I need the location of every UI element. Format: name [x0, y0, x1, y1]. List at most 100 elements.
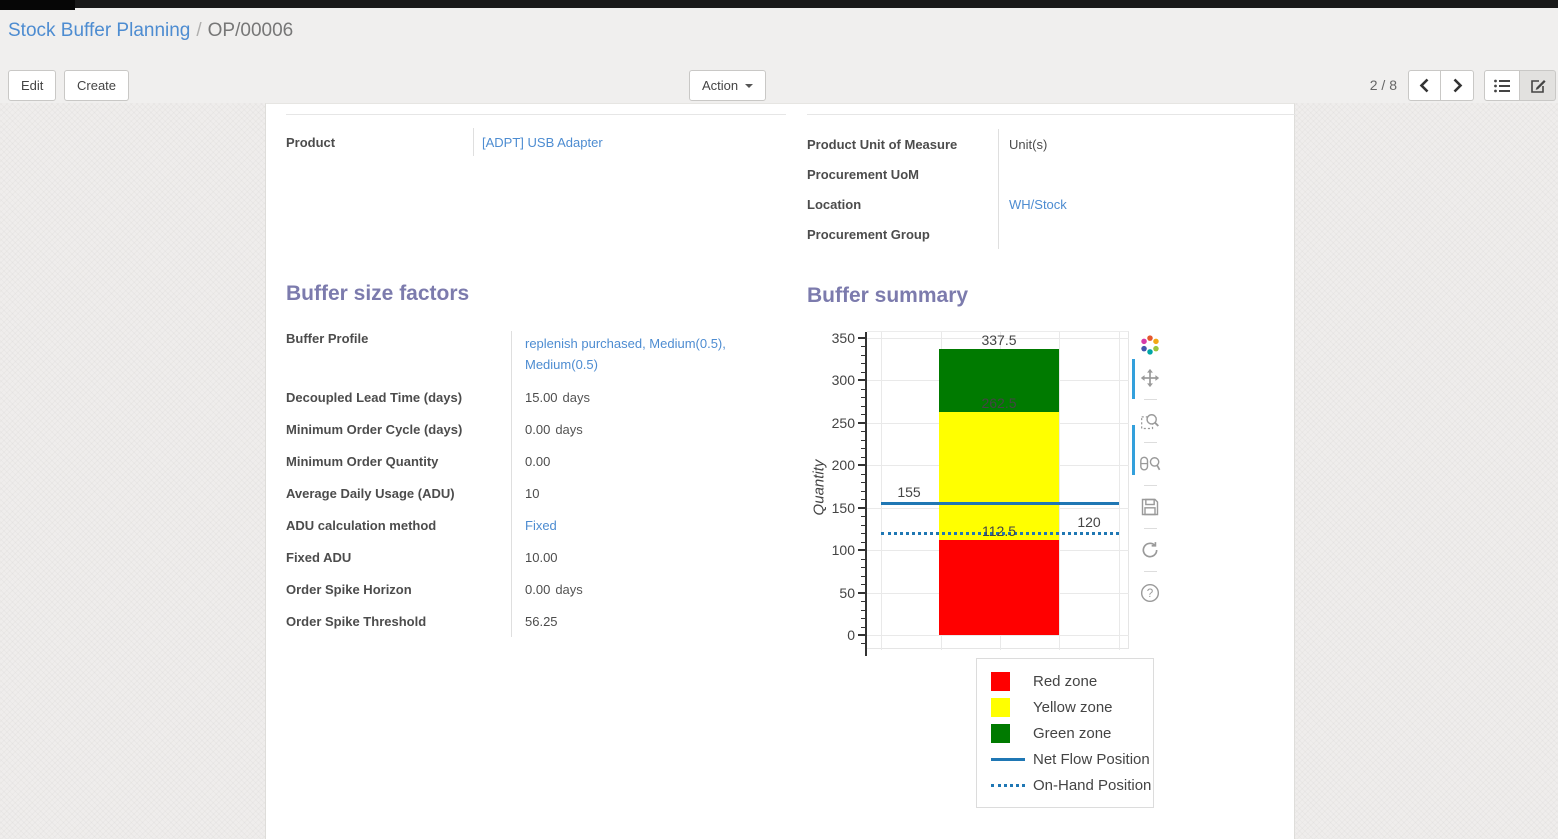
field-row: Fixed ADU 10.00: [286, 541, 786, 573]
box-zoom-icon[interactable]: [1138, 409, 1162, 433]
chevron-right-icon: [1453, 78, 1462, 93]
y-tick-label: 100: [831, 542, 855, 559]
field-row: Product [ADPT] USB Adapter: [286, 128, 786, 156]
product-group: Product [ADPT] USB Adapter: [286, 114, 786, 156]
net-flow-position-swatch-icon: [991, 757, 1027, 761]
list-icon: [1494, 79, 1510, 92]
breadcrumb-separator: /: [196, 20, 202, 41]
chart-plot-area[interactable]: 0 50 100 150 200 250 300 350 155 120 112.5 262.5 337…: [832, 330, 1129, 656]
red-zone-boundary-label: 112.5: [982, 522, 1016, 539]
y-gridline: [867, 635, 1129, 636]
y-minor-tick: [861, 439, 866, 441]
pager-buttons: [1408, 70, 1474, 101]
y-tick-label: 350: [831, 330, 855, 346]
list-view-button[interactable]: [1484, 70, 1520, 101]
y-minor-tick: [861, 575, 866, 577]
y-minor-tick: [861, 558, 866, 560]
y-minor-tick: [861, 473, 866, 475]
legend-item-red-zone[interactable]: Red zone: [991, 668, 1153, 694]
form-view-background: Product [ADPT] USB Adapter Product Unit …: [0, 103, 1558, 839]
y-minor-tick: [861, 618, 866, 620]
pager-previous-button[interactable]: [1408, 70, 1441, 101]
legend-label: Yellow zone: [1033, 698, 1113, 716]
y-minor-tick: [861, 524, 866, 526]
y-minor-tick: [861, 626, 866, 628]
x-gridline: [1119, 332, 1120, 650]
y-tick-label: 50: [839, 584, 855, 601]
legend-item-net-flow-position[interactable]: Net Flow Position: [991, 746, 1153, 772]
chevron-down-icon: [745, 83, 754, 88]
pan-icon[interactable]: [1138, 366, 1162, 390]
y-minor-tick: [861, 397, 866, 399]
legend-item-on-hand-position[interactable]: On-Hand Position: [991, 772, 1153, 798]
y-gridline: [867, 338, 1129, 339]
legend-label: Red zone: [1033, 672, 1098, 690]
y-tick-label: 300: [831, 372, 855, 389]
location-link[interactable]: WH/Stock: [1009, 196, 1067, 212]
y-minor-tick: [861, 482, 866, 484]
buffer-summary-chart: Quantity 0 50 100 150 200 250 300 350 155 120 112.…: [811, 329, 1171, 659]
plotly-logo-icon[interactable]: [1138, 333, 1162, 357]
buffer-factors-group: Buffer Profile replenish purchased, Medi…: [286, 326, 786, 637]
y-minor-tick: [861, 456, 866, 458]
y-minor-tick: [861, 567, 866, 569]
yellow-zone-boundary-label: 262.5: [981, 395, 1017, 412]
y-minor-tick: [861, 414, 866, 416]
y-minor-tick: [861, 363, 866, 365]
uom-location-group: Product Unit of Measure Unit(s) Procurem…: [807, 114, 1296, 249]
form-sheet: Product [ADPT] USB Adapter Product Unit …: [265, 103, 1296, 839]
modebar-separator: [1143, 442, 1157, 443]
y-axis-line: [865, 332, 867, 656]
field-row: Procurement UoM: [807, 159, 1296, 189]
y-minor-tick: [861, 516, 866, 518]
red-zone-swatch-icon: [991, 671, 1027, 691]
y-minor-tick: [861, 643, 866, 645]
y-major-tick: [858, 506, 866, 509]
save-icon[interactable]: [1138, 495, 1162, 519]
x-gridline: [1059, 332, 1060, 650]
y-minor-tick: [861, 490, 866, 492]
control-panel: Edit Create Action 2 / 8: [0, 65, 1558, 103]
y-major-tick: [858, 549, 866, 552]
y-minor-tick: [861, 448, 866, 450]
y-minor-tick: [861, 431, 866, 433]
y-minor-tick: [861, 533, 866, 535]
reset-axes-icon[interactable]: [1138, 538, 1162, 562]
breadcrumb-parent-link[interactable]: Stock Buffer Planning: [8, 20, 191, 41]
legend-label: Green zone: [1033, 724, 1112, 742]
modebar-separator: [1143, 571, 1157, 572]
pager-next-button[interactable]: [1441, 70, 1474, 101]
field-row: Minimum Order Quantity 0.00: [286, 445, 786, 477]
svg-text:?: ?: [1147, 587, 1154, 600]
top-menu-bar: [0, 0, 1558, 8]
y-major-tick: [858, 421, 866, 424]
adu-method-link[interactable]: Fixed: [525, 517, 557, 533]
form-view-button[interactable]: [1520, 70, 1556, 101]
y-major-tick: [858, 591, 866, 594]
help-icon[interactable]: ?: [1138, 581, 1162, 605]
y-minor-tick: [861, 346, 866, 348]
field-row: Buffer Profile replenish purchased, Medi…: [286, 326, 786, 381]
y-axis-title: Quantity: [810, 459, 828, 516]
green-zone-boundary-label: 337.5: [981, 331, 1017, 348]
y-minor-tick: [861, 354, 866, 356]
legend-item-green-zone[interactable]: Green zone: [991, 720, 1153, 746]
modebar-separator: [1143, 485, 1157, 486]
breadcrumb-current: OP/00006: [207, 20, 294, 41]
y-minor-tick: [861, 541, 866, 543]
modebar-active-indicator: [1132, 359, 1135, 399]
uom-value: Unit(s): [1009, 136, 1048, 152]
y-minor-tick: [861, 388, 866, 390]
breadcrumb: Stock Buffer Planning / OP/00006: [8, 20, 293, 42]
edit-button[interactable]: Edit: [8, 70, 57, 101]
field-row: Order Spike Threshold 56.25: [286, 605, 786, 637]
y-minor-tick: [861, 584, 866, 586]
zoom-in-out-icon[interactable]: [1138, 452, 1162, 476]
y-tick-label: 0: [847, 627, 855, 643]
legend-item-yellow-zone[interactable]: Yellow zone: [991, 694, 1153, 720]
product-link[interactable]: [ADPT] USB Adapter: [482, 134, 603, 150]
legend-label: On-Hand Position: [1033, 776, 1152, 794]
create-button[interactable]: Create: [64, 70, 130, 101]
buffer-profile-link[interactable]: replenish purchased, Medium(0.5), Medium…: [525, 336, 726, 372]
action-dropdown-button[interactable]: Action: [689, 70, 767, 101]
